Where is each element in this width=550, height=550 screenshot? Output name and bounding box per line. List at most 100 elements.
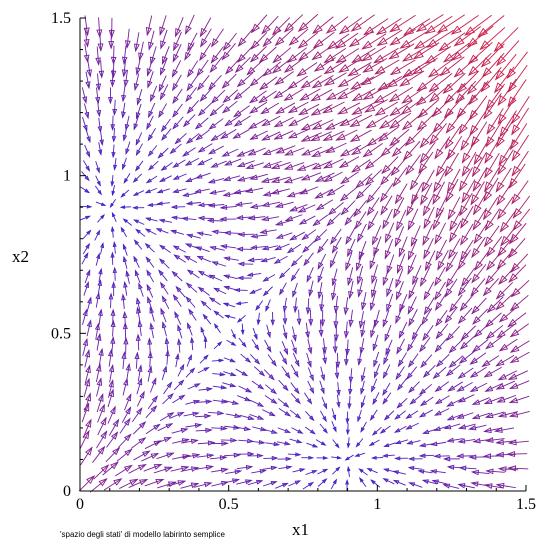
- arrow-shaft: [287, 47, 307, 63]
- arrow-head: [282, 384, 289, 392]
- arrow-shaft: [363, 143, 383, 157]
- arrow-shaft: [511, 180, 529, 204]
- arrow-shaft: [511, 150, 529, 176]
- arrow-head: [439, 66, 451, 77]
- arrow-shaft: [162, 393, 174, 405]
- arrow-head: [122, 218, 129, 224]
- arrow-head: [296, 439, 303, 444]
- arrow-head: [407, 360, 415, 368]
- arrow-head: [206, 386, 214, 392]
- arrow-shaft: [336, 48, 360, 63]
- arrow-shaft: [82, 160, 90, 171]
- arrow-shaft: [259, 90, 277, 103]
- arrow-shaft: [312, 119, 334, 130]
- arrow-head: [484, 412, 494, 419]
- arrow-head: [473, 233, 483, 245]
- arrow-head: [200, 38, 208, 48]
- arrow-shaft: [237, 45, 253, 63]
- arrow-head: [394, 194, 403, 205]
- arrow-shaft: [316, 199, 334, 210]
- arrow-head: [84, 111, 90, 120]
- arrow-shaft: [407, 296, 417, 314]
- arrow-head: [393, 427, 401, 433]
- arrow-head: [389, 106, 401, 117]
- arrow-shaft: [303, 252, 314, 266]
- arrow-shaft: [485, 411, 505, 418]
- arrow-head: [339, 118, 350, 127]
- arrow-head: [506, 450, 515, 458]
- arrow-head: [289, 205, 298, 212]
- arrow-head: [362, 148, 373, 158]
- arrow-head: [125, 406, 132, 415]
- arrow-head: [275, 233, 284, 239]
- arrow-shaft: [276, 201, 294, 208]
- arrow-shaft: [125, 141, 131, 154]
- arrow-shaft: [499, 338, 518, 352]
- arrow-shaft: [187, 60, 199, 77]
- arrow-head: [237, 37, 247, 48]
- arrow-head: [297, 22, 309, 33]
- arrow-shaft: [114, 465, 132, 477]
- arrow-head: [461, 192, 471, 204]
- arrow-shaft: [222, 100, 238, 113]
- arrow-head: [408, 386, 415, 394]
- arrow-shaft: [265, 442, 280, 446]
- arrow-head: [396, 264, 404, 275]
- arrow-shaft: [459, 423, 476, 429]
- arrow-shaft: [135, 132, 143, 145]
- arrow-head: [421, 479, 429, 485]
- arrow-head: [98, 347, 104, 356]
- arrow-shaft: [434, 425, 450, 431]
- arrow-shaft: [120, 189, 130, 198]
- arrow-shaft: [484, 152, 500, 178]
- arrow-shaft: [420, 396, 434, 406]
- arrow-shaft: [347, 467, 350, 478]
- arrow-shaft: [150, 46, 157, 65]
- arrow-shaft: [408, 280, 418, 299]
- arrow-shaft: [107, 389, 114, 408]
- arrow-shaft: [472, 397, 490, 405]
- arrow-shaft: [221, 245, 237, 249]
- arrow-shaft: [166, 338, 169, 353]
- arrow-head: [196, 82, 205, 91]
- arrow-head: [449, 232, 458, 243]
- arrow-head: [151, 377, 157, 385]
- arrow-shaft: [159, 245, 171, 253]
- arrow-shaft: [240, 353, 251, 363]
- arrow-shaft: [108, 349, 112, 367]
- arrow-head: [471, 247, 480, 259]
- arrow-head: [460, 217, 469, 229]
- arrow-head: [497, 373, 507, 381]
- arrow-shaft: [508, 238, 526, 258]
- arrow-shaft: [257, 312, 260, 325]
- arrow-head: [182, 192, 190, 197]
- arrow-head: [175, 285, 182, 293]
- arrow-shaft: [172, 395, 185, 404]
- arrow-shaft: [331, 456, 341, 459]
- arrow-head: [507, 248, 518, 259]
- arrow-shaft: [470, 352, 487, 365]
- arrow-shaft: [260, 229, 277, 234]
- arrow-head: [374, 107, 386, 116]
- arrow-head: [283, 64, 294, 73]
- arrow-shaft: [372, 457, 384, 459]
- arrow-shaft: [163, 382, 172, 395]
- arrow-head: [437, 260, 445, 271]
- arrow-head: [256, 319, 261, 326]
- arrow-head: [409, 179, 419, 191]
- arrow-shaft: [372, 334, 379, 351]
- arrow-shaft: [395, 366, 405, 380]
- arrow-shaft: [360, 338, 365, 354]
- arrow-shaft: [429, 122, 447, 145]
- arrow-head: [234, 469, 243, 475]
- arrow-head: [284, 441, 291, 446]
- arrow-head: [96, 252, 101, 260]
- arrow-head: [337, 78, 349, 88]
- arrow-head: [320, 387, 325, 395]
- arrow-head: [354, 220, 362, 230]
- arrow-head: [390, 166, 400, 177]
- arrow-shaft: [290, 382, 300, 394]
- arrow-head: [120, 192, 126, 198]
- arrow-head: [350, 147, 362, 156]
- arrow-head: [446, 400, 455, 407]
